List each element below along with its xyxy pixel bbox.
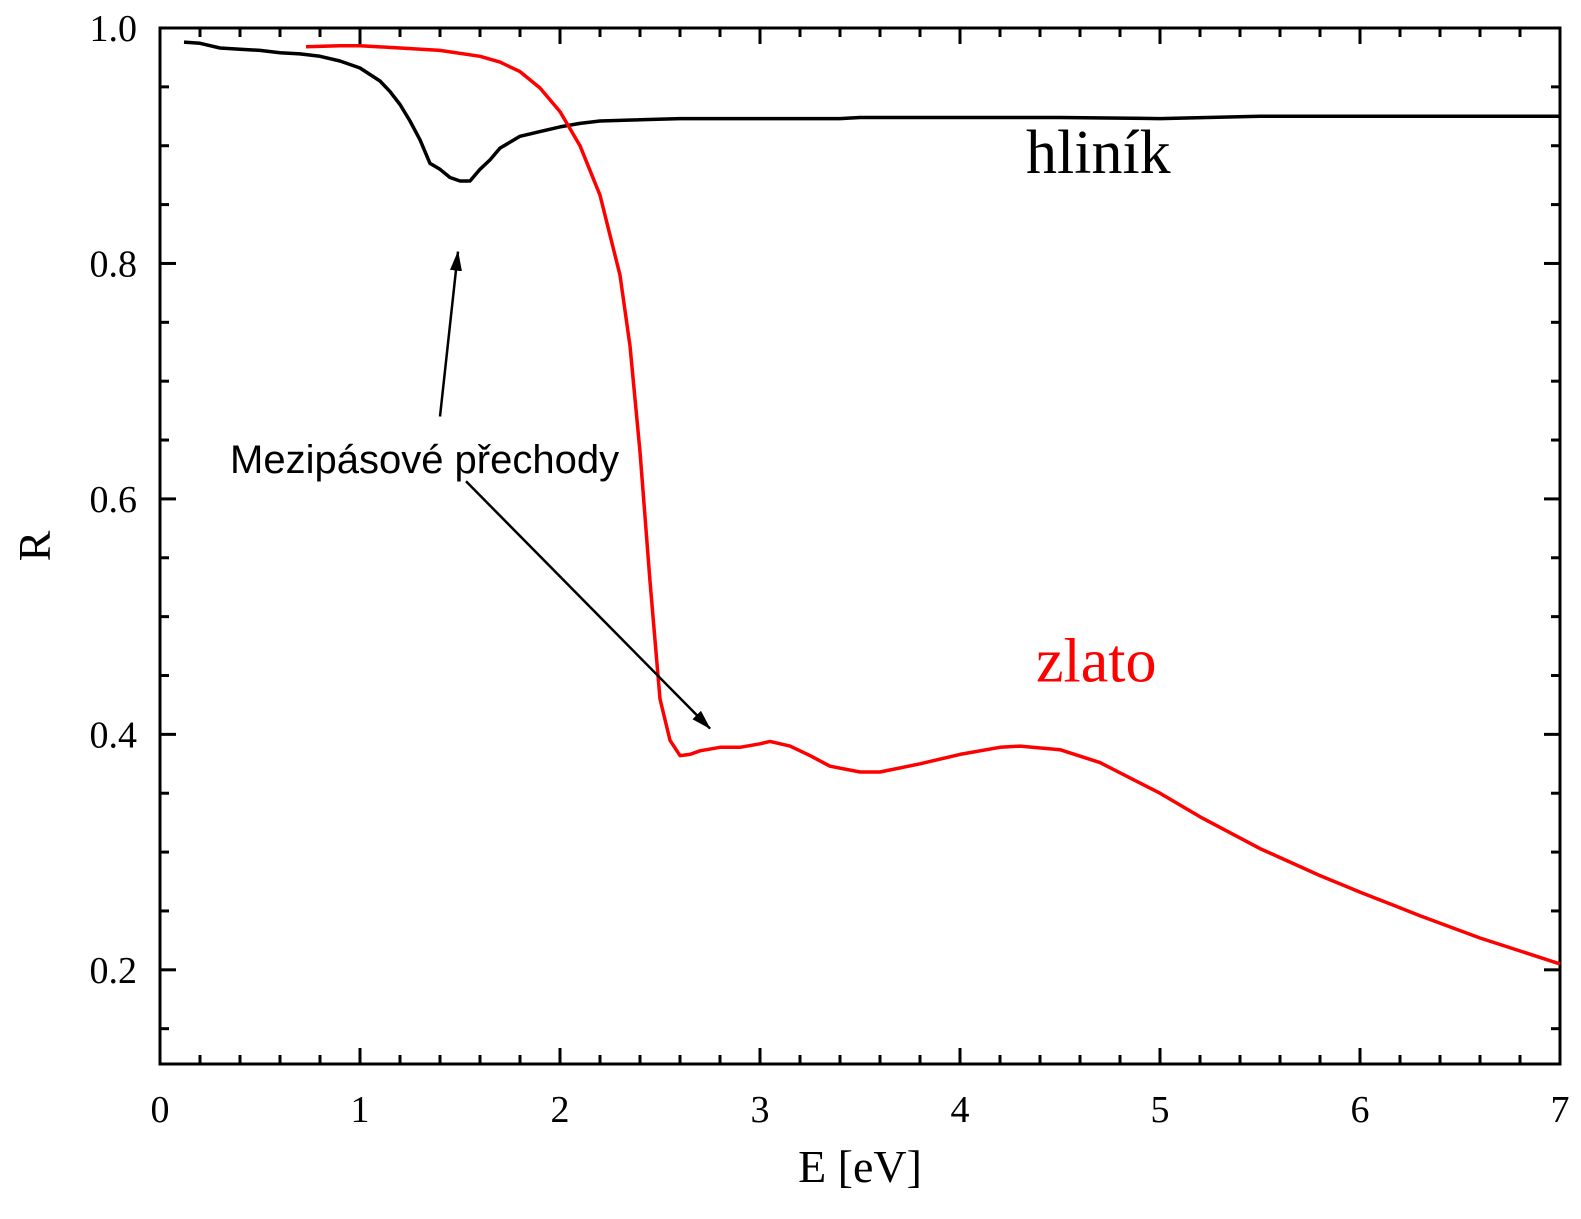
series-label: hliník <box>1026 119 1171 187</box>
y-tick-label: 0.8 <box>90 243 138 285</box>
annotation-arrow <box>438 250 462 417</box>
series-label: zlato <box>1036 627 1157 695</box>
y-tick-label: 0.6 <box>90 479 138 521</box>
annotation-layer: hliník zlato Mezipásové přechody <box>230 119 1171 730</box>
series-line <box>183 40 1560 183</box>
x-tick-label: 5 <box>1151 1089 1170 1131</box>
y-tick-label: 1.0 <box>90 8 138 50</box>
x-tick-label: 2 <box>551 1089 570 1131</box>
series-lines <box>183 40 1561 966</box>
axis-ticks <box>158 26 1562 1064</box>
y-tick-label: 0.2 <box>90 950 138 992</box>
tick-labels: 0 1 2 3 4 5 6 7 0.2 0.4 0.6 0.8 1.0 <box>90 8 1570 1131</box>
plot-frame <box>158 26 1562 1066</box>
series-line <box>305 43 1561 966</box>
x-tick-label: 6 <box>1351 1089 1370 1131</box>
x-tick-label: 3 <box>751 1089 770 1131</box>
x-tick-label: 0 <box>151 1089 170 1131</box>
x-axis-label: E [eV] <box>798 1141 922 1192</box>
y-axis-label: R <box>9 530 60 561</box>
y-tick-label: 0.4 <box>90 714 138 756</box>
x-tick-label: 1 <box>351 1089 370 1131</box>
annotation-text: Mezipásové přechody <box>230 438 619 482</box>
x-tick-label: 4 <box>951 1089 970 1131</box>
annotation-arrow <box>465 480 711 730</box>
x-tick-label: 7 <box>1551 1089 1570 1131</box>
